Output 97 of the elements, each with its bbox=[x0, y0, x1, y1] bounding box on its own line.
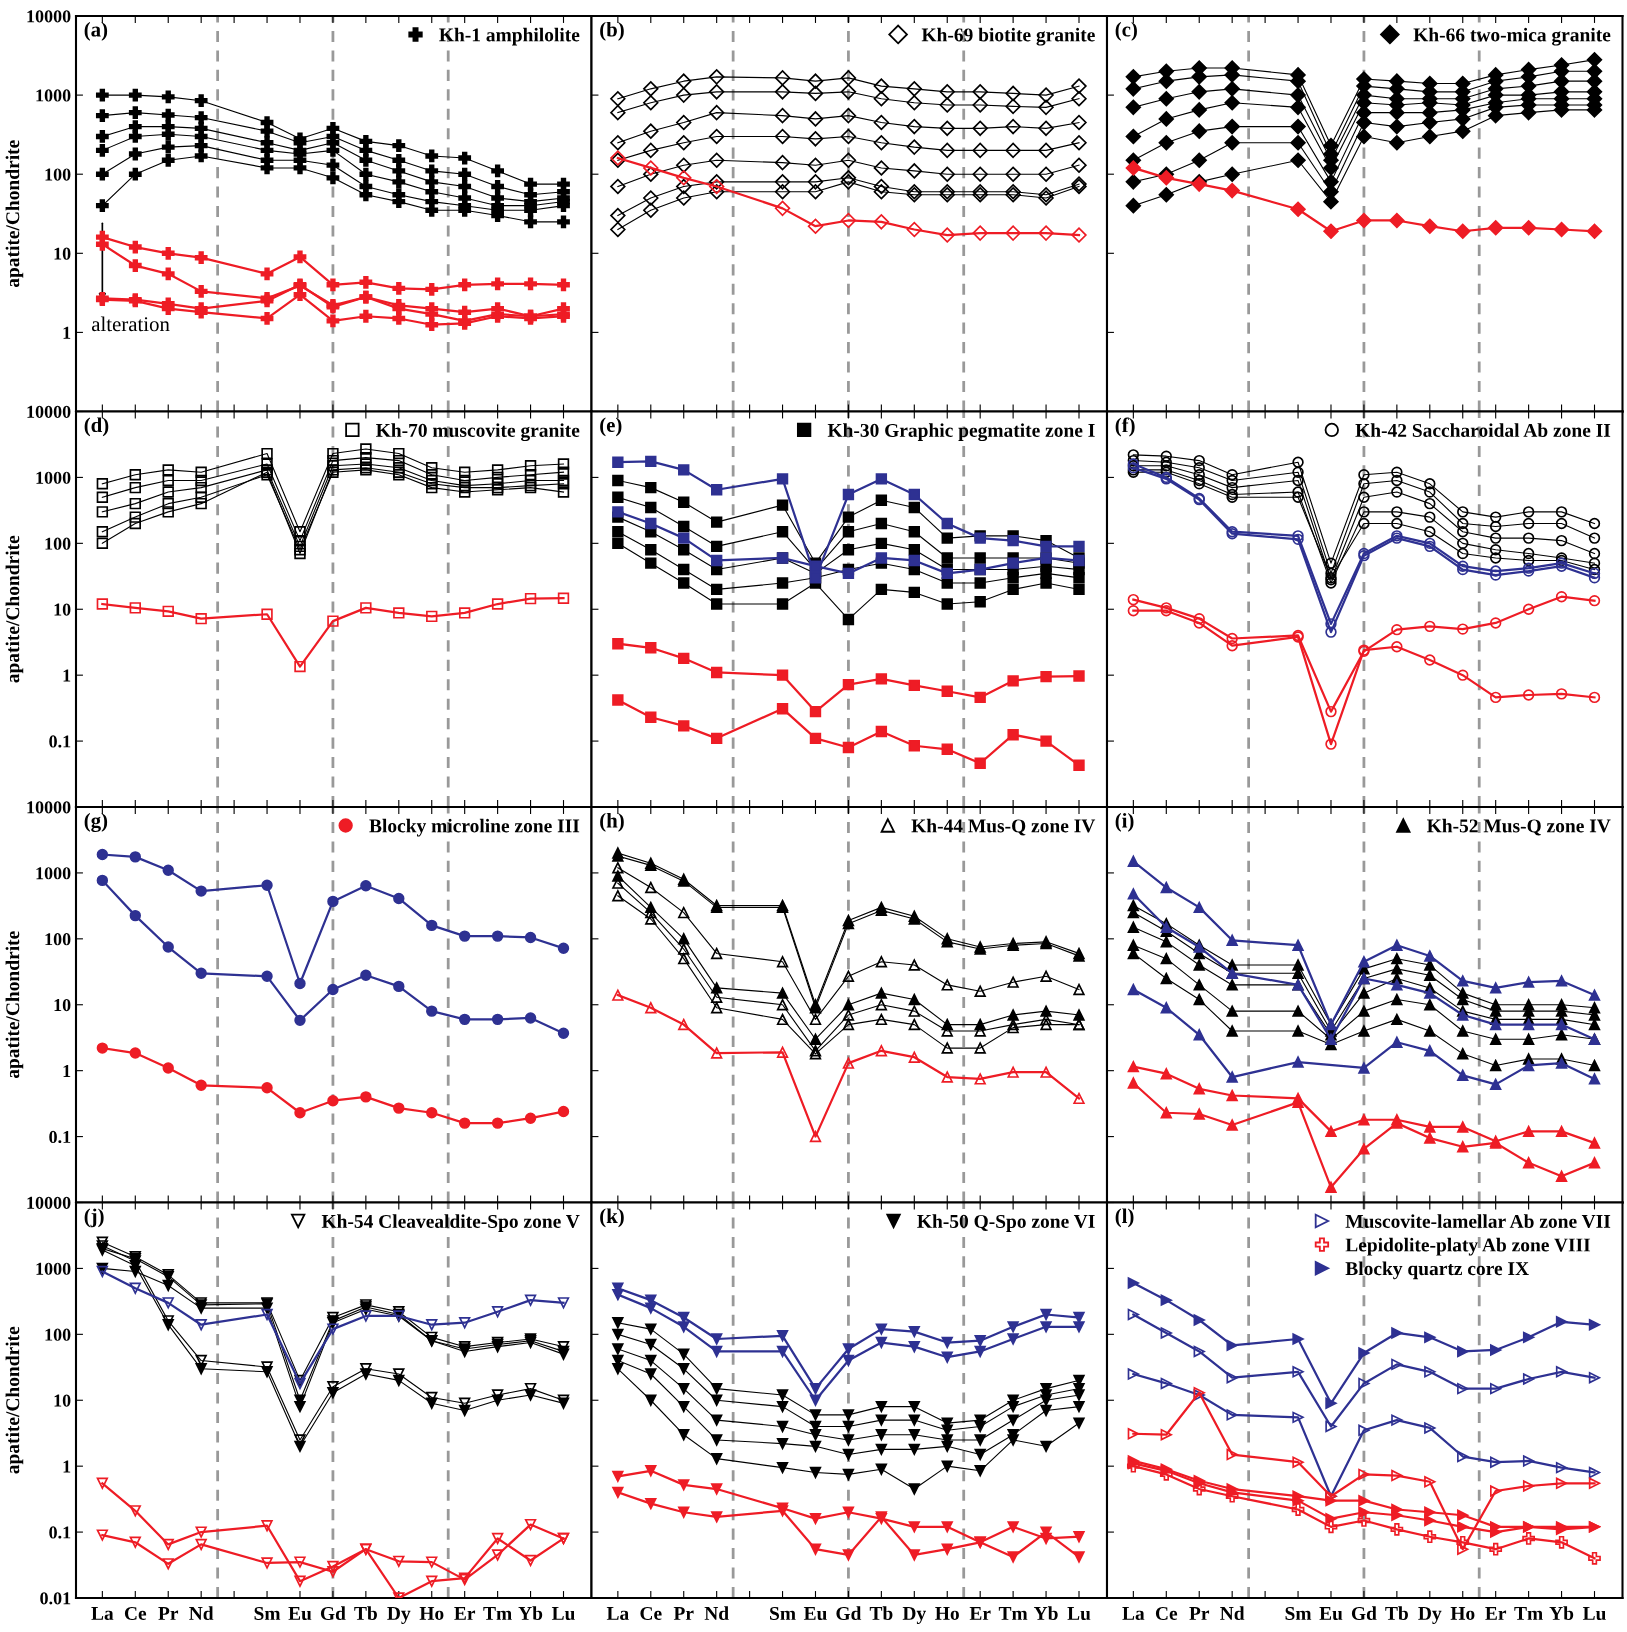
x-tick-label: Gd bbox=[1351, 1606, 1377, 1621]
y-axis-title: apatite/Chondrite bbox=[5, 535, 24, 683]
x-tick-label: Er bbox=[1485, 1607, 1507, 1620]
y-axis-title: apatite/Chondrite bbox=[5, 1326, 24, 1474]
y-tick-label: 1 bbox=[63, 326, 71, 339]
x-tick-label: Ce bbox=[124, 1606, 147, 1621]
y-tick-label: 10000 bbox=[27, 801, 71, 814]
x-tick-label: Dy bbox=[902, 1607, 926, 1624]
x-tick-label: La bbox=[1122, 1607, 1145, 1621]
x-tick-label: La bbox=[606, 1607, 629, 1621]
y-tick-label: 10000 bbox=[27, 10, 71, 23]
y-tick-label: 1000 bbox=[36, 471, 71, 484]
legend-label: Kh-42 Saccharoidal Ab zone II bbox=[1355, 423, 1611, 437]
legend-label: Kh-54 Cleavealdite-Spo zone V bbox=[321, 1214, 580, 1232]
x-tick-label: Tm bbox=[1514, 1607, 1543, 1620]
chart-title: (i) bbox=[1115, 812, 1134, 832]
legend-label: Blocky quartz core IX bbox=[1345, 1261, 1529, 1280]
x-tick-label: Pr bbox=[673, 1607, 694, 1620]
chart-title: (b) bbox=[600, 21, 624, 41]
annotation: alteration bbox=[91, 316, 170, 332]
y-tick-label: 0.01 bbox=[40, 1592, 71, 1605]
x-tick-label: Nd bbox=[189, 1606, 214, 1621]
x-tick-label: Gd bbox=[320, 1606, 346, 1621]
x-tick-label: Dy bbox=[1418, 1607, 1442, 1624]
x-tick-label: Tm bbox=[998, 1607, 1028, 1620]
legend-label: Muscovite-lamellar Ab zone VII bbox=[1345, 1214, 1611, 1229]
legend-label: Kh-50 Q-Spo zone VI bbox=[917, 1214, 1095, 1232]
x-tick-label: Gd bbox=[836, 1606, 862, 1621]
y-tick-label: 0.1 bbox=[49, 1130, 71, 1144]
y-tick-label: 1000 bbox=[36, 89, 71, 102]
y-tick-label: 1000 bbox=[36, 1262, 71, 1275]
chart-title: (f) bbox=[1115, 417, 1135, 437]
y-tick-label: 10000 bbox=[27, 1196, 71, 1209]
x-tick-label: Yb bbox=[1549, 1606, 1574, 1621]
y-tick-label: 100 bbox=[45, 168, 71, 181]
y-tick-label: 10 bbox=[54, 1394, 71, 1407]
x-tick-label: Ce bbox=[1155, 1606, 1178, 1621]
chart-title: (k) bbox=[600, 1208, 624, 1228]
y-tick-label: 0.1 bbox=[49, 735, 71, 748]
chart-title: (a) bbox=[84, 21, 108, 41]
chart-title: (c) bbox=[1115, 21, 1137, 41]
legend-label: Lepidolite-platy Ab zone VIII bbox=[1345, 1237, 1591, 1256]
y-tick-label: 1000 bbox=[36, 867, 71, 880]
y-tick-label: 0.1 bbox=[49, 1526, 71, 1539]
x-tick-label: Ho bbox=[935, 1607, 959, 1621]
x-tick-label: Pr bbox=[1189, 1607, 1210, 1620]
x-tick-label: Yb bbox=[1033, 1606, 1058, 1621]
x-tick-label: Ho bbox=[419, 1607, 444, 1621]
x-tick-label: Dy bbox=[387, 1607, 411, 1624]
y-tick-label: 10 bbox=[54, 247, 71, 260]
legend-label: Kh-30 Graphic pegmatite zone I bbox=[827, 423, 1095, 442]
legend-label: Kh-1 amphilolite bbox=[439, 27, 580, 46]
x-tick-label: Pr bbox=[158, 1607, 179, 1620]
x-tick-label: Tb bbox=[1385, 1606, 1408, 1621]
y-axis-title: apatite/Chondrite bbox=[5, 931, 24, 1079]
x-tick-label: Eu bbox=[288, 1607, 312, 1621]
x-tick-label: Yb bbox=[518, 1606, 543, 1621]
x-tick-label: Lu bbox=[1582, 1607, 1606, 1621]
y-tick-label: 100 bbox=[45, 537, 71, 550]
x-tick-label: Ce bbox=[640, 1606, 662, 1621]
legend-label: Kh-70 muscovite granite bbox=[376, 423, 580, 442]
x-tick-label: Nd bbox=[704, 1606, 729, 1621]
x-tick-label: Tb bbox=[869, 1606, 893, 1621]
x-tick-label: Eu bbox=[803, 1607, 827, 1621]
x-tick-label: Eu bbox=[1319, 1607, 1343, 1621]
y-tick-label: 1 bbox=[63, 1460, 71, 1473]
x-tick-label: Sm bbox=[1285, 1606, 1312, 1621]
chart-title: (l) bbox=[1115, 1208, 1134, 1228]
x-tick-label: Nd bbox=[1220, 1606, 1245, 1621]
legend-label: Kh-52 Mus-Q zone IV bbox=[1426, 818, 1611, 836]
chart-title: (g) bbox=[84, 812, 108, 832]
chart-title: (e) bbox=[600, 417, 622, 437]
x-tick-label: La bbox=[91, 1607, 114, 1621]
x-tick-label: Er bbox=[969, 1607, 991, 1620]
y-tick-label: 10 bbox=[54, 603, 71, 616]
x-tick-label: Ho bbox=[1450, 1607, 1475, 1621]
x-tick-label: Tm bbox=[483, 1607, 512, 1620]
chart-title: (j) bbox=[84, 1208, 104, 1228]
legend-label: Blocky microline zone III bbox=[369, 818, 580, 837]
legend-label: Kh-66 two-mica granite bbox=[1413, 27, 1611, 46]
y-tick-label: 100 bbox=[45, 933, 71, 946]
y-tick-label: 1 bbox=[63, 1065, 71, 1077]
chart-title: (d) bbox=[84, 417, 109, 437]
legend-label: Kh-69 biotite granite bbox=[921, 27, 1095, 46]
x-tick-label: Sm bbox=[254, 1606, 281, 1621]
y-tick-label: 100 bbox=[45, 1328, 71, 1341]
y-tick-label: 10000 bbox=[27, 405, 71, 418]
y-tick-label: 1 bbox=[63, 669, 71, 682]
x-tick-label: Lu bbox=[1067, 1607, 1091, 1621]
x-tick-label: Lu bbox=[551, 1607, 575, 1621]
y-tick-label: 10 bbox=[54, 999, 71, 1012]
chart-title: (h) bbox=[600, 812, 624, 832]
x-tick-label: Sm bbox=[770, 1606, 796, 1621]
x-tick-label: Tb bbox=[354, 1606, 377, 1621]
y-axis-title: apatite/Chondrite bbox=[5, 140, 24, 288]
x-tick-label: Er bbox=[454, 1607, 476, 1620]
legend-label: Kh-44 Mus-Q zone IV bbox=[911, 818, 1096, 836]
